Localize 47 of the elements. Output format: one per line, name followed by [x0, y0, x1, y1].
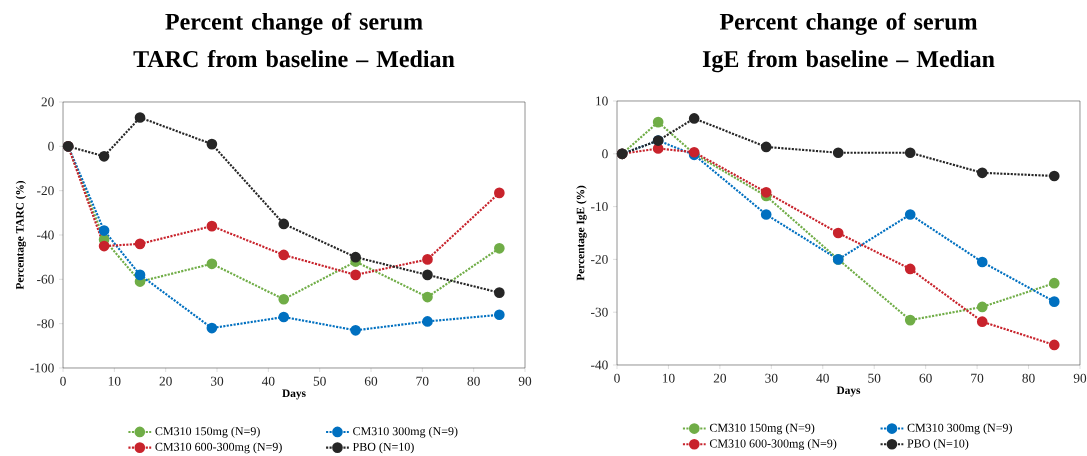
y-tick-label: -60 [37, 274, 54, 284]
y-tick-label: -100 [30, 363, 54, 373]
x-tick-label: 60 [364, 376, 378, 386]
y-tick-label: 0 [48, 141, 54, 151]
x-tick-label: 0 [60, 376, 66, 386]
legend-label: CM310 600-300mg (N=9) [155, 442, 282, 454]
x-tick-label: 0 [614, 373, 620, 383]
x-tick-label: 50 [868, 373, 881, 383]
y-axis-title: Percentage TARC (%) [15, 180, 27, 290]
y-tick-label: -10 [591, 202, 608, 212]
x-axis-title: Days [282, 389, 306, 400]
y-tick-label: -20 [591, 254, 608, 264]
legend-label: CM310 150mg (N=9) [709, 423, 815, 435]
y-tick-label: 10 [596, 96, 608, 106]
y-tick-label: -20 [37, 186, 54, 196]
x-tick-label: 60 [919, 373, 932, 383]
x-tick-label: 40 [816, 373, 829, 383]
x-tick-label: 80 [467, 376, 480, 386]
x-tick-label: 10 [108, 376, 121, 386]
x-tick-label: 30 [765, 373, 778, 383]
x-tick-label: 20 [159, 376, 172, 386]
y-tick-label: -40 [591, 360, 608, 370]
x-tick-label: 40 [261, 376, 275, 386]
y-tick-label: 0 [602, 149, 608, 159]
x-axis-title: Days [836, 386, 861, 397]
x-tick-label: 30 [210, 376, 224, 386]
y-tick-label: -80 [37, 319, 54, 329]
legend-label: CM310 600-300mg (N=9) [709, 439, 837, 450]
x-tick-label: 90 [1073, 373, 1087, 383]
legend-label: PBO (N=10) [352, 442, 414, 454]
x-tick-label: 70 [416, 376, 429, 386]
y-tick-label: 20 [41, 97, 54, 107]
x-tick-label: 50 [313, 376, 326, 386]
legend-label: CM310 300mg (N=9) [353, 426, 458, 438]
x-tick-label: 20 [713, 373, 727, 383]
x-tick-label: 90 [518, 376, 532, 386]
legend-label: CM310 150mg (N=9) [155, 426, 260, 438]
x-tick-label: 10 [662, 373, 675, 383]
legend-label: PBO (N=10) [907, 439, 969, 450]
legend-label: CM310 300mg (N=9) [907, 423, 1012, 435]
y-tick-label: -30 [591, 307, 608, 317]
x-tick-label: 80 [1022, 373, 1035, 383]
y-axis-title: Percentage IgE (%) [576, 185, 587, 281]
chart-title: Percent change of serum TARC from baseline – Median [133, 12, 455, 68]
chart-title: Percent change of serum IgE from baseline – Median [702, 12, 995, 73]
y-tick-label: -40 [37, 230, 54, 240]
x-tick-label: 70 [971, 373, 984, 383]
